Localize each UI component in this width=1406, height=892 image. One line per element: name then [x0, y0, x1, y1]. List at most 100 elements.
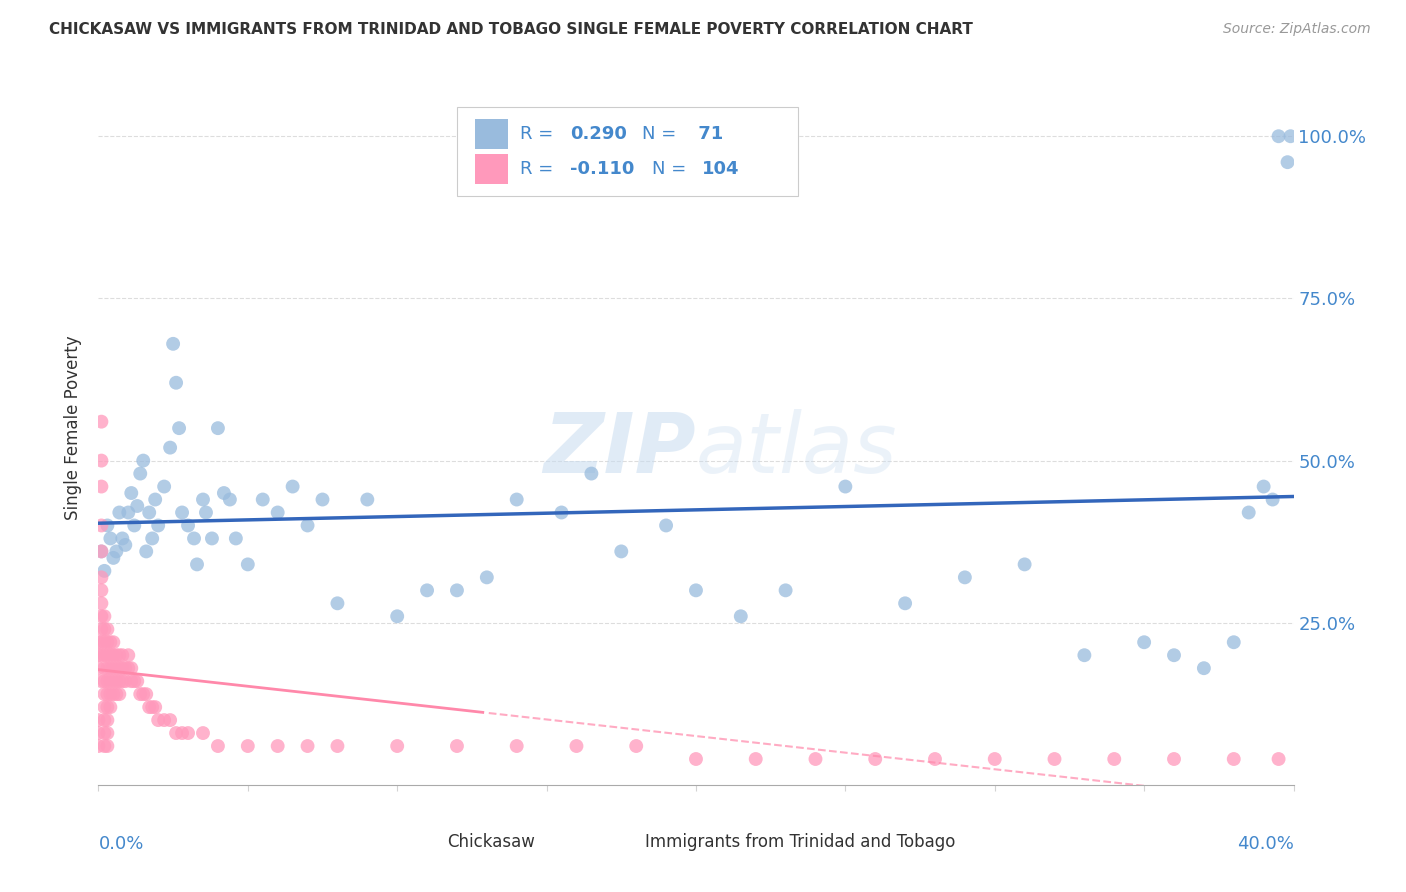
Point: [207, 739, 229, 753]
Point: [894, 596, 917, 610]
Point: [90, 544, 112, 558]
Point: [167, 421, 190, 435]
Point: [1073, 648, 1095, 663]
Point: [90, 453, 112, 467]
Point: [385, 739, 409, 753]
Point: [90, 583, 112, 598]
Point: [143, 700, 166, 714]
Point: [1163, 752, 1185, 766]
Point: [108, 674, 131, 689]
Point: [96, 687, 118, 701]
Point: [108, 661, 131, 675]
Point: [127, 499, 149, 513]
Point: [90, 415, 112, 429]
Point: [1267, 752, 1289, 766]
Point: [111, 648, 134, 663]
Point: [93, 674, 115, 689]
Point: [236, 558, 259, 572]
Point: [1261, 492, 1284, 507]
Point: [90, 648, 112, 663]
Point: [135, 687, 157, 701]
Point: [281, 479, 304, 493]
Point: [1043, 752, 1066, 766]
Text: atlas: atlas: [696, 409, 897, 490]
Point: [159, 713, 181, 727]
Point: [177, 726, 200, 740]
Bar: [404, 828, 437, 858]
Point: [1192, 661, 1215, 675]
Point: [105, 661, 128, 675]
Point: [114, 538, 136, 552]
Point: [565, 739, 588, 753]
Point: [212, 486, 235, 500]
Point: [90, 622, 112, 636]
Point: [1277, 155, 1299, 169]
Text: ZIP: ZIP: [543, 409, 696, 490]
Point: [93, 635, 115, 649]
Point: [96, 674, 118, 689]
Point: [984, 752, 1007, 766]
Point: [98, 687, 122, 701]
Point: [87, 648, 110, 663]
Point: [326, 596, 349, 610]
Point: [93, 687, 115, 701]
Point: [191, 492, 214, 507]
Point: [124, 674, 146, 689]
Point: [141, 532, 163, 546]
Point: [117, 648, 139, 663]
Y-axis label: Single Female Poverty: Single Female Poverty: [65, 336, 83, 520]
Point: [124, 518, 146, 533]
Bar: [475, 154, 509, 184]
Point: [326, 739, 349, 753]
Point: [201, 532, 224, 546]
Point: [138, 506, 160, 520]
Point: [105, 674, 128, 689]
Text: 104: 104: [702, 161, 740, 178]
Point: [252, 492, 274, 507]
Point: [267, 739, 290, 753]
Point: [159, 441, 181, 455]
Bar: [600, 828, 634, 858]
Point: [730, 609, 752, 624]
Point: [356, 492, 378, 507]
Text: -0.110: -0.110: [571, 161, 636, 178]
Point: [87, 661, 110, 675]
Point: [90, 635, 112, 649]
Point: [98, 700, 122, 714]
FancyBboxPatch shape: [457, 107, 797, 196]
Point: [685, 752, 707, 766]
Point: [90, 544, 112, 558]
Point: [90, 674, 112, 689]
Point: [165, 376, 187, 390]
Point: [924, 752, 946, 766]
Point: [183, 532, 205, 546]
Point: [117, 661, 139, 675]
Point: [745, 752, 768, 766]
Point: [105, 544, 128, 558]
Point: [96, 518, 118, 533]
Point: [96, 700, 118, 714]
Point: [98, 648, 122, 663]
Text: 0.0%: 0.0%: [98, 835, 143, 853]
Point: [114, 661, 136, 675]
Point: [297, 739, 319, 753]
Text: 0.290: 0.290: [571, 125, 627, 143]
Point: [385, 609, 409, 624]
Point: [111, 532, 134, 546]
Point: [506, 492, 529, 507]
Point: [103, 687, 125, 701]
Text: CHICKASAW VS IMMIGRANTS FROM TRINIDAD AND TOBAGO SINGLE FEMALE POVERTY CORRELATI: CHICKASAW VS IMMIGRANTS FROM TRINIDAD AN…: [49, 22, 973, 37]
Point: [96, 661, 118, 675]
Point: [506, 739, 529, 753]
Point: [416, 583, 439, 598]
Point: [1133, 635, 1156, 649]
Point: [103, 661, 125, 675]
Text: Immigrants from Trinidad and Tobago: Immigrants from Trinidad and Tobago: [644, 833, 955, 851]
Text: R =: R =: [520, 125, 560, 143]
Point: [475, 570, 498, 584]
Point: [93, 648, 115, 663]
Point: [105, 687, 128, 701]
Point: [90, 609, 112, 624]
Point: [129, 467, 152, 481]
Point: [117, 506, 139, 520]
